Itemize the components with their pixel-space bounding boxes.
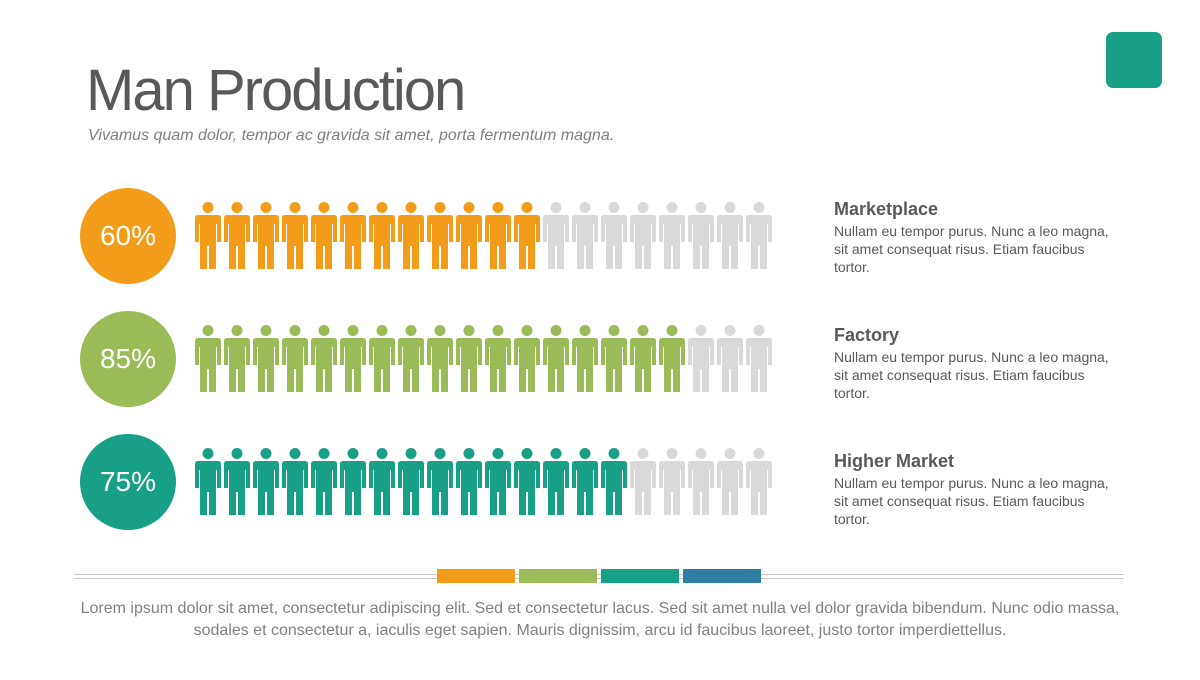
row-description: Nullam eu tempor purus. Nunc a leo magna… <box>834 223 1109 275</box>
person-icon-filled <box>485 325 511 392</box>
person-icon-empty <box>717 448 743 515</box>
percent-circle-higher-market: 75% <box>80 434 176 530</box>
person-icon-filled <box>311 325 337 392</box>
person-icon-filled <box>282 202 308 269</box>
person-icon-empty <box>688 202 714 269</box>
person-icon-filled <box>456 325 482 392</box>
person-icon-empty <box>717 325 743 392</box>
percent-circle-factory: 85% <box>80 311 176 407</box>
person-icon-filled <box>398 448 424 515</box>
divider-line <box>74 574 1124 579</box>
person-icon-filled <box>282 448 308 515</box>
page-title: Man Production <box>86 58 466 123</box>
person-icon-filled <box>601 448 627 515</box>
person-icon-filled <box>514 202 540 269</box>
row-title: Higher Market <box>834 451 955 471</box>
person-icon-filled <box>224 448 250 515</box>
person-icon-empty <box>543 202 569 269</box>
person-icon-filled <box>282 325 308 392</box>
row-title: Factory <box>834 325 900 345</box>
person-icon-filled <box>456 448 482 515</box>
person-icon-empty <box>630 202 656 269</box>
person-icon-filled <box>224 202 250 269</box>
percent-circle-marketplace: 60% <box>80 188 176 284</box>
person-icon-filled <box>572 448 598 515</box>
color-strip-orange <box>437 569 515 583</box>
people-pictograph-marketplace <box>195 202 772 269</box>
person-icon-filled <box>253 448 279 515</box>
person-icon-filled <box>253 325 279 392</box>
person-icon-empty <box>746 325 772 392</box>
person-icon-empty <box>601 202 627 269</box>
row-info-higher-market: Higher Market Nullam eu tempor purus. Nu… <box>834 450 1114 528</box>
person-icon-filled <box>543 448 569 515</box>
row-description: Nullam eu tempor purus. Nunc a leo magna… <box>834 349 1109 401</box>
person-icon-filled <box>427 202 453 269</box>
person-icon-empty <box>659 202 685 269</box>
person-icon-filled <box>369 325 395 392</box>
person-icon-filled <box>369 202 395 269</box>
row-title: Marketplace <box>834 199 939 219</box>
person-icon-filled <box>572 325 598 392</box>
person-icon-filled <box>311 202 337 269</box>
person-icon-empty <box>746 202 772 269</box>
person-icon-filled <box>369 448 395 515</box>
person-icon-empty <box>688 448 714 515</box>
person-icon-empty <box>717 202 743 269</box>
person-icon-filled <box>514 325 540 392</box>
row-description: Nullam eu tempor purus. Nunc a leo magna… <box>834 475 1109 527</box>
person-icon-filled <box>398 325 424 392</box>
person-icon-empty <box>572 202 598 269</box>
page-subtitle: Vivamus quam dolor, tempor ac gravida si… <box>88 127 615 144</box>
accent-square <box>1106 32 1162 88</box>
person-icon-filled <box>485 448 511 515</box>
row-info-marketplace: Marketplace Nullam eu tempor purus. Nunc… <box>834 198 1114 276</box>
color-strip-blue <box>683 569 761 583</box>
people-pictograph-factory <box>195 325 772 392</box>
person-icon-empty <box>688 325 714 392</box>
color-strip-teal <box>601 569 679 583</box>
person-icon-filled <box>485 202 511 269</box>
color-strip-green <box>519 569 597 583</box>
person-icon-filled <box>224 325 250 392</box>
person-icon-filled <box>340 448 366 515</box>
person-icon-filled <box>630 325 656 392</box>
person-icon-filled <box>659 325 685 392</box>
person-icon-filled <box>340 325 366 392</box>
person-icon-filled <box>253 202 279 269</box>
person-icon-filled <box>340 202 366 269</box>
person-icon-filled <box>427 448 453 515</box>
person-icon-filled <box>398 202 424 269</box>
person-icon-filled <box>543 325 569 392</box>
person-icon-empty <box>659 448 685 515</box>
person-icon-filled <box>514 448 540 515</box>
person-icon-filled <box>427 325 453 392</box>
people-pictograph-higher-market <box>195 448 772 515</box>
person-icon-filled <box>311 448 337 515</box>
person-icon-filled <box>195 325 221 392</box>
footer-text: Lorem ipsum dolor sit amet, consectetur … <box>80 600 1120 639</box>
person-icon-filled <box>601 325 627 392</box>
row-info-factory: Factory Nullam eu tempor purus. Nunc a l… <box>834 324 1114 402</box>
person-icon-empty <box>746 448 772 515</box>
person-icon-empty <box>630 448 656 515</box>
person-icon-filled <box>195 448 221 515</box>
person-icon-filled <box>195 202 221 269</box>
person-icon-filled <box>456 202 482 269</box>
